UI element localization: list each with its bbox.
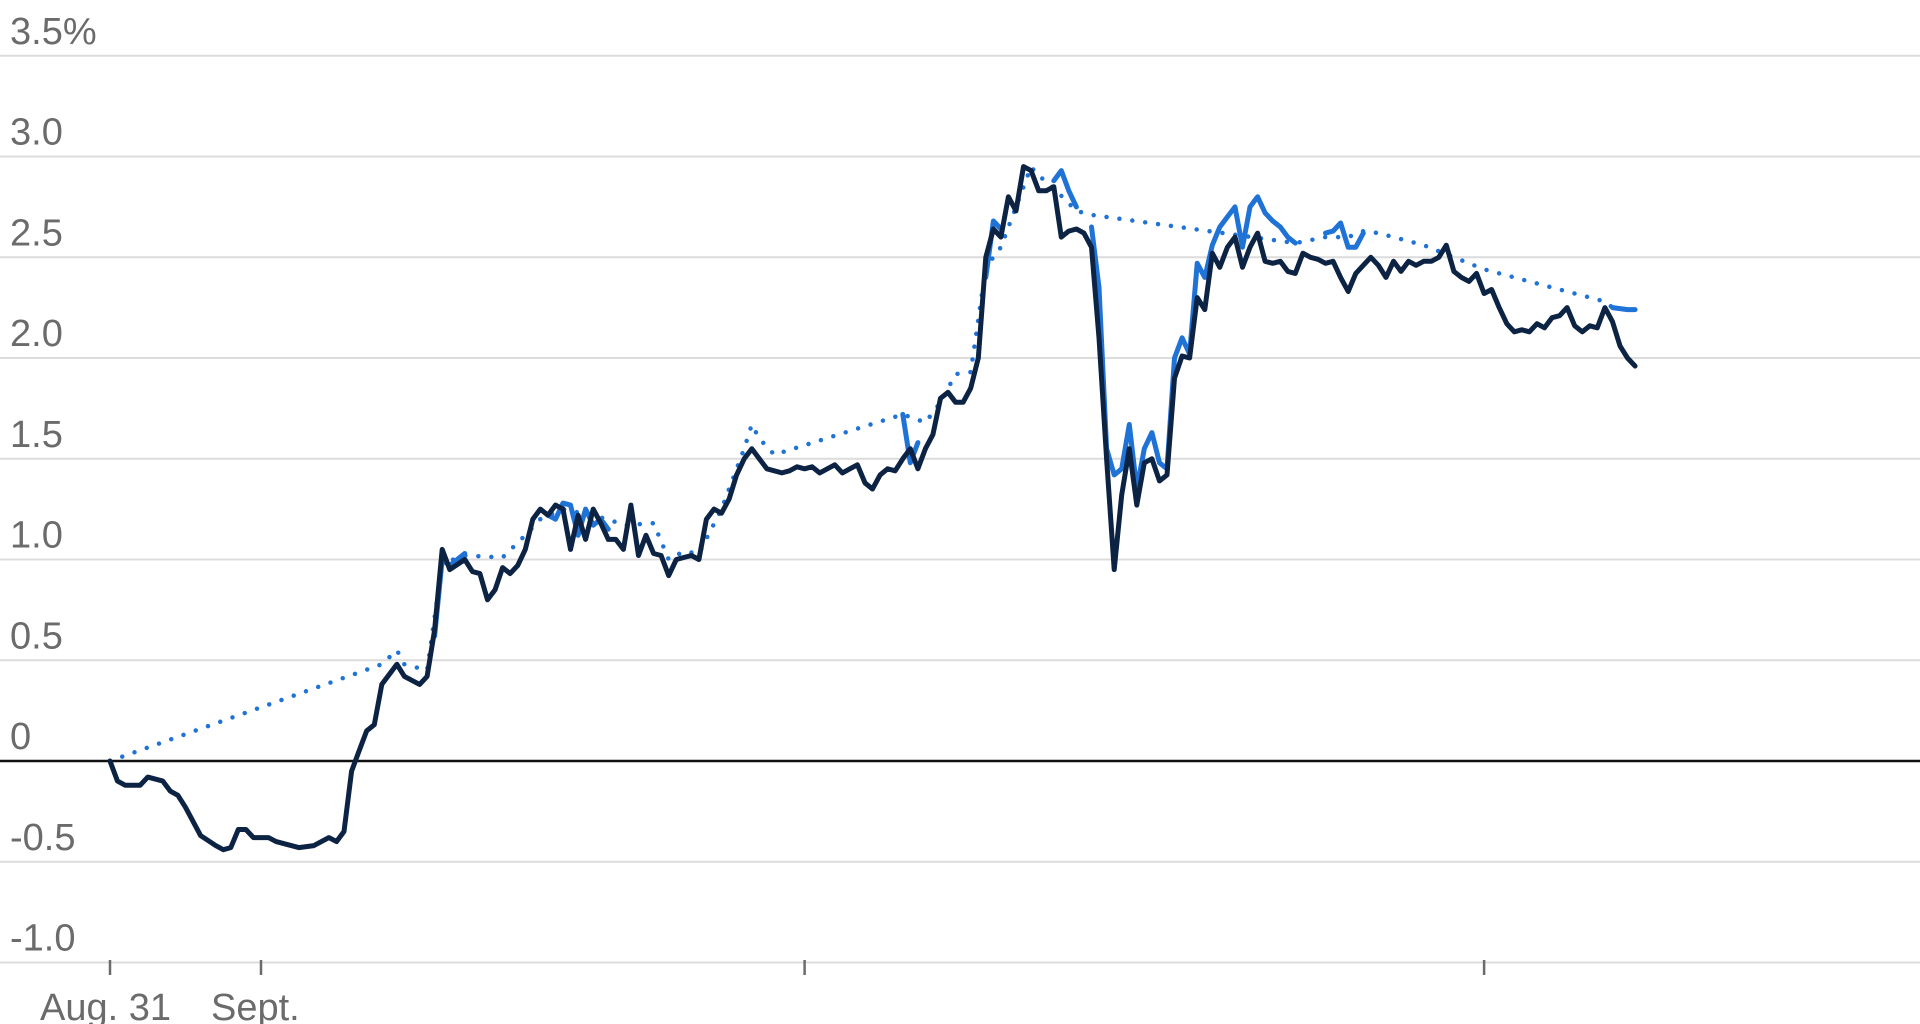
series-line-blue-segment — [900, 411, 921, 466]
series-line-blue-segment — [1051, 168, 1079, 210]
y-tick-label: 1.5 — [10, 414, 63, 456]
y-tick-label: -0.5 — [10, 817, 75, 859]
y-tick-label: 1.0 — [10, 515, 63, 557]
y-tick-label: 3.5% — [10, 11, 97, 53]
x-axis: Aug. 31 Sept. — [40, 960, 1486, 1024]
gridlines — [0, 54, 1920, 964]
y-tick-label: 2.5 — [10, 212, 63, 254]
y-tick-label: 2.0 — [10, 313, 63, 355]
y-axis-tick-labels: 3.5% 3.0 2.5 2.0 1.5 1.0 0.5 0 -0.5 -1.0 — [10, 11, 97, 960]
series-line-dotted — [107, 164, 1615, 764]
y-tick-label: 3.0 — [10, 112, 63, 154]
series-line-blue-segment — [1323, 220, 1366, 250]
y-tick-label: -1.0 — [10, 918, 75, 960]
series-line-blue-segment — [1610, 305, 1638, 313]
series-lines — [107, 164, 1638, 853]
x-tick-label: Aug. 31 — [40, 987, 171, 1024]
x-tick-label: Sept. — [211, 987, 300, 1024]
series-line-blue-segment — [983, 218, 1004, 280]
y-tick-label: 0 — [10, 716, 31, 758]
y-tick-label: 0.5 — [10, 615, 63, 657]
series-line-dark — [107, 164, 1638, 853]
